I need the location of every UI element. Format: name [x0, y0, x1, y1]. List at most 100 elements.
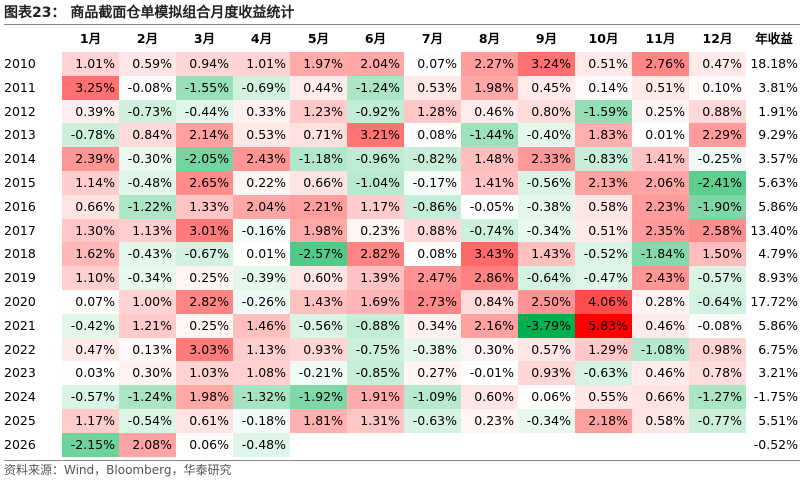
cell: -0.30% — [119, 147, 176, 171]
cell: 0.55% — [575, 385, 632, 409]
cell: 1.00% — [119, 290, 176, 314]
cell: 1.13% — [119, 218, 176, 243]
row-year: 2019 — [4, 270, 36, 286]
column-header: 10月 — [588, 31, 619, 46]
cell: 0.07% — [62, 290, 119, 314]
cell: 0.58% — [575, 194, 632, 219]
cell: 0.01% — [233, 242, 290, 267]
annual: 5.86% — [758, 317, 798, 333]
cell: 0.71% — [290, 123, 347, 148]
cell: -1.09% — [404, 385, 461, 409]
title: 图表23： 商品截面仓单模拟组合月度收益统计 — [4, 2, 800, 25]
cell: -0.96% — [347, 147, 404, 171]
cell: 3.21% — [347, 123, 404, 148]
cell: 0.06% — [176, 432, 233, 457]
cell: -1.27% — [689, 385, 746, 409]
cell: 0.30% — [119, 361, 176, 386]
cell: -0.88% — [347, 313, 404, 338]
cell: 1.01% — [62, 52, 119, 76]
annual: 4.79% — [758, 246, 798, 262]
cell: 2.82% — [176, 290, 233, 314]
annual: 18.18% — [750, 56, 798, 71]
cell: 1.62% — [62, 242, 119, 267]
row-year: 2016 — [4, 198, 36, 214]
cell: -0.44% — [176, 99, 233, 124]
cell: 1.39% — [347, 266, 404, 290]
cell: 2.21% — [290, 194, 347, 219]
cell: 2.50% — [518, 290, 575, 314]
cell: 1.83% — [575, 123, 632, 148]
cell: -0.16% — [233, 218, 290, 243]
cell: -0.01% — [461, 361, 518, 386]
cell: -0.56% — [518, 171, 575, 195]
cell: 1.01% — [233, 52, 290, 76]
annual: -0.52% — [753, 436, 798, 452]
cell: -0.08% — [119, 75, 176, 100]
cell: 2.16% — [461, 313, 518, 338]
cell: 0.30% — [461, 337, 518, 362]
cell: -3.79% — [518, 313, 575, 338]
cell: 0.23% — [347, 218, 404, 243]
cell: 1.98% — [461, 75, 518, 100]
column-header: 7月 — [421, 31, 444, 46]
cell: 1.98% — [176, 385, 233, 409]
cell: -0.17% — [404, 171, 461, 195]
column-header: 11月 — [645, 31, 676, 46]
cell: 1.14% — [62, 171, 119, 195]
column-header: 3月 — [193, 31, 216, 46]
cell: -1.59% — [575, 99, 632, 124]
column-header: 12月 — [702, 31, 733, 46]
cell: -2.15% — [62, 432, 119, 457]
cell: 1.31% — [347, 409, 404, 433]
cell: 1.98% — [290, 218, 347, 243]
cell: -0.77% — [689, 409, 746, 433]
cell: 1.23% — [290, 99, 347, 124]
cell: 3.03% — [176, 337, 233, 362]
cell: -0.75% — [347, 337, 404, 362]
cell: 0.98% — [689, 337, 746, 362]
cell: -0.18% — [233, 409, 290, 433]
cell: 2.27% — [461, 52, 518, 76]
cell: -0.34% — [518, 409, 575, 433]
cell: 2.08% — [119, 432, 176, 457]
cell: 2.58% — [689, 218, 746, 243]
row-year: 2026 — [4, 436, 36, 452]
cell: 0.22% — [233, 171, 290, 195]
cell: -0.67% — [176, 242, 233, 267]
cell: 0.94% — [176, 52, 233, 76]
cell: 0.80% — [518, 99, 575, 124]
cell: -0.56% — [290, 313, 347, 338]
cell: 0.61% — [176, 409, 233, 433]
cell: 3.24% — [518, 52, 575, 76]
cell: -1.84% — [632, 242, 689, 267]
cell: 1.43% — [290, 290, 347, 314]
cell: -0.83% — [575, 147, 632, 171]
cell: -0.21% — [290, 361, 347, 386]
cell: -0.63% — [575, 361, 632, 386]
cell: -1.44% — [461, 123, 518, 148]
cell: -0.92% — [347, 99, 404, 124]
cell: 1.03% — [176, 361, 233, 386]
cell: -0.52% — [575, 242, 632, 267]
row-year: 2022 — [4, 341, 36, 357]
row-year: 2014 — [4, 151, 36, 167]
cell: 2.13% — [575, 171, 632, 195]
cell: 0.08% — [404, 123, 461, 148]
cell: 0.93% — [518, 361, 575, 386]
cell: 1.17% — [62, 409, 119, 433]
cell: -2.05% — [176, 147, 233, 171]
cell: 0.25% — [176, 313, 233, 338]
cell: 3.01% — [176, 218, 233, 243]
cell: 2.06% — [632, 171, 689, 195]
cell: 2.04% — [347, 52, 404, 76]
cell: 0.46% — [632, 313, 689, 338]
cell: 1.97% — [290, 52, 347, 76]
row-year: 2013 — [4, 127, 36, 143]
cell: 0.78% — [689, 361, 746, 386]
cell: -0.05% — [461, 194, 518, 219]
cell: 1.91% — [347, 385, 404, 409]
cell: 0.34% — [404, 313, 461, 338]
cell: 0.07% — [404, 52, 461, 76]
cell: 3.43% — [461, 242, 518, 267]
